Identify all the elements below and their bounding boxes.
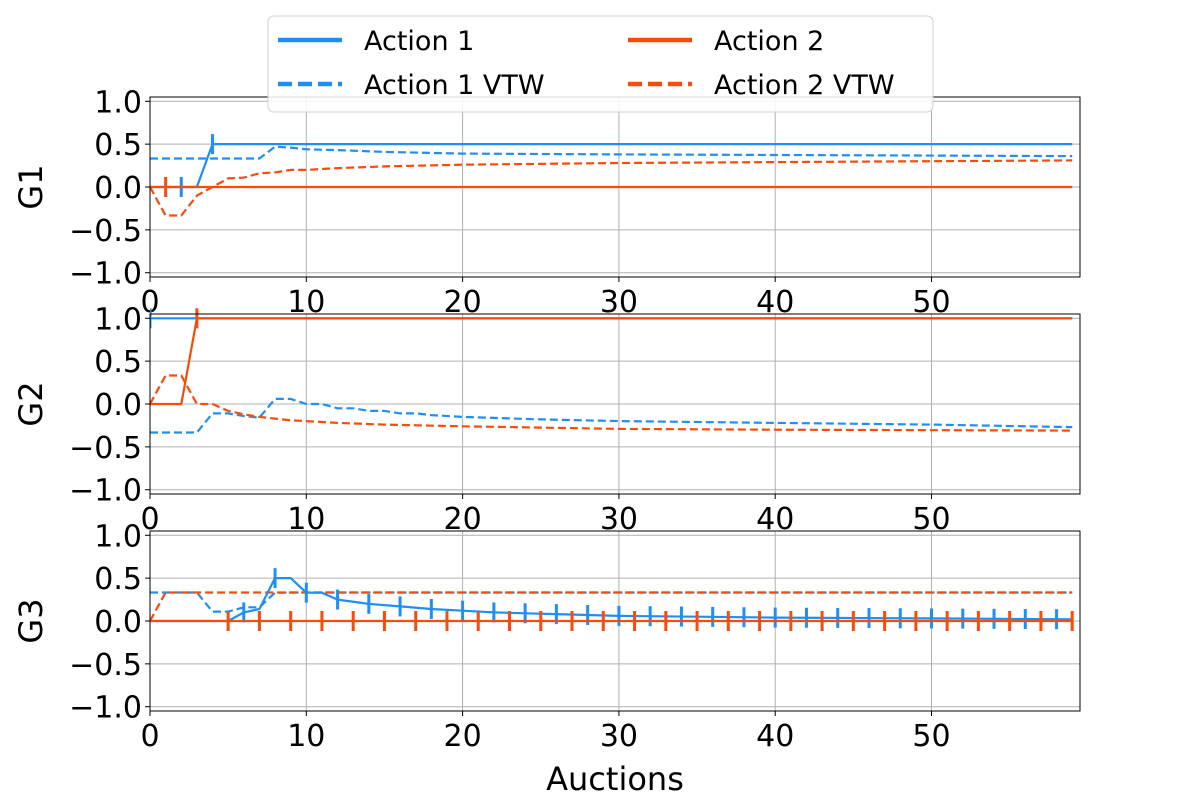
x-tick-label: 0: [140, 719, 159, 754]
y-axis-label: G2: [12, 381, 50, 426]
y-tick-label: 1.0: [94, 302, 142, 337]
series-line-action-2-vtw: [150, 591, 1073, 622]
x-tick-label: 50: [912, 719, 950, 754]
y-tick-label: −1.0: [69, 474, 142, 509]
legend-label: Action 2: [714, 26, 824, 57]
x-tick-label: 40: [756, 719, 794, 754]
x-tick-label: 10: [287, 719, 325, 754]
x-tick-label: 30: [600, 719, 638, 754]
x-tick-label: 0: [140, 502, 159, 537]
y-tick-label: −1.0: [69, 691, 142, 726]
y-tick-label: 0.0: [94, 388, 142, 423]
series-group: [150, 308, 1073, 434]
y-tick-label: 0.0: [94, 605, 142, 640]
y-tick-label: −1.0: [69, 257, 142, 292]
legend-box: [267, 15, 934, 113]
y-tick-label: 0.5: [94, 562, 142, 597]
y-tick-label: −0.5: [69, 214, 142, 249]
legend-entry: Action 2: [628, 26, 824, 57]
legend-entry: Action 2 VTW: [628, 70, 895, 101]
x-tick-label: 0: [140, 285, 159, 320]
legend-label: Action 1: [364, 26, 474, 57]
y-tick-label: −0.5: [69, 431, 142, 466]
y-tick-label: 0.0: [94, 171, 142, 206]
grid: [149, 314, 1080, 494]
series-group: [150, 134, 1073, 217]
y-tick-label: 0.5: [94, 345, 142, 380]
x-axis-label: Auctions: [546, 760, 684, 798]
legend: Action 1 Action 2 Action 1 VTW Action 2 VTW: [267, 15, 934, 113]
series-line-action-1: [150, 143, 1073, 189]
series-line-action-2-vtw: [150, 374, 1073, 432]
y-tick-label: −0.5: [69, 648, 142, 683]
y-axis-label: G3: [12, 598, 50, 643]
panel-g2: 0 10 20 30 40 50−1.0−0.50.00.51.0G2: [12, 302, 1081, 537]
y-tick-label: 1.0: [94, 519, 142, 554]
legend-label: Action 2 VTW: [714, 70, 895, 101]
panel-g1: 0 10 20 30 40 50−1.0−0.50.00.51.0G1: [12, 85, 1081, 320]
series-line-action-1-vtw: [150, 145, 1073, 160]
series-line-action-1-vtw: [150, 397, 1073, 434]
series-line-action-2: [150, 317, 1073, 406]
legend-entry: Action 1 VTW: [278, 70, 545, 101]
chart-panels: 0 10 20 30 40 50 −1.0 −0.5 0.0 0.5 1.0 G1 0 10 20 30 40 5…: [12, 85, 1081, 754]
series-line-action-1: [150, 576, 1073, 623]
y-tick-label: 1.0: [94, 85, 142, 120]
series-group: [150, 568, 1074, 631]
series-line-action-2-vtw: [150, 159, 1073, 217]
x-tick-label: 20: [444, 719, 482, 754]
legend-entry: Action 1: [278, 26, 474, 57]
y-tick-label: 0.5: [94, 128, 142, 163]
y-axis-label: G1: [12, 164, 50, 209]
panel-g3: 0 10 20 30 40 50 −1.0 −0.5 0.0 0.5 1.0 G3: [12, 519, 1081, 754]
x-axis-label-group: Auctions: [546, 760, 684, 798]
series-line-action-1-vtw: [150, 591, 1073, 613]
legend-label: Action 1 VTW: [364, 70, 545, 101]
